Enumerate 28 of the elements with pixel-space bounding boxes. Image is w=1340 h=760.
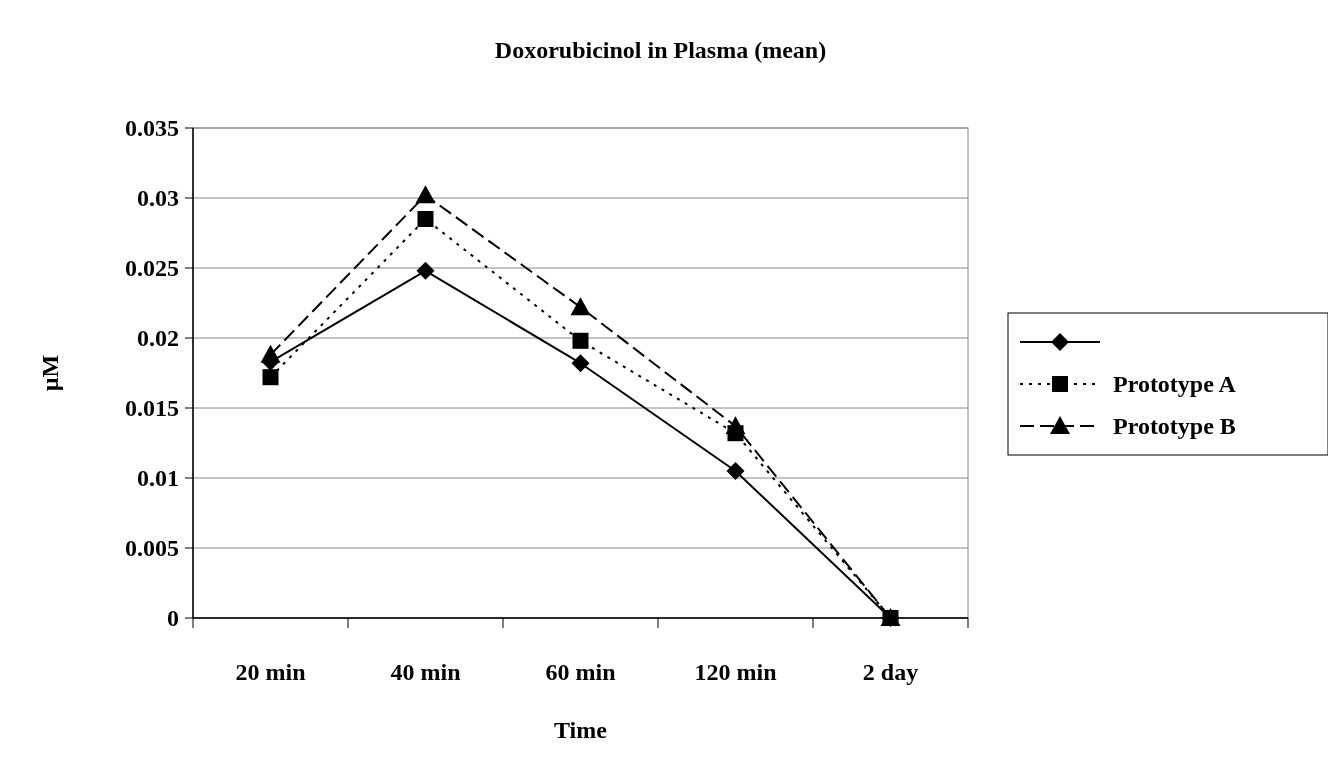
x-tick-label: 40 min [390, 659, 461, 685]
y-tick-label: 0.02 [137, 325, 179, 352]
x-tick-label: 60 min [545, 659, 616, 685]
y-tick-label: 0.025 [125, 255, 179, 282]
y-tick-label: 0.005 [125, 535, 179, 562]
y-tick-label: 0.03 [137, 185, 179, 212]
chart-title: Doxorubicinol in Plasma (mean) [494, 37, 827, 63]
point [415, 185, 436, 204]
y-tick-label: 0.035 [125, 115, 179, 142]
point [416, 261, 435, 280]
y-tick-label: 0.015 [125, 395, 179, 422]
legend-label: Prototype B [1113, 413, 1236, 440]
point [572, 332, 589, 349]
point [260, 344, 281, 363]
point [571, 354, 590, 373]
x-axis-title: Time [554, 717, 608, 743]
x-tick-label: 120 min [694, 659, 777, 685]
y-axis-title: µM [37, 354, 63, 392]
x-tick-label: 20 min [235, 659, 306, 685]
point [725, 416, 746, 435]
y-tick-label: 0 [167, 605, 179, 632]
y-tick-label: 0.01 [137, 465, 179, 492]
point [417, 211, 434, 227]
x-tick-label: 2 day [862, 659, 919, 685]
point [726, 462, 745, 480]
point [262, 369, 279, 386]
point [570, 297, 591, 316]
legend-label: Prototype A [1113, 371, 1237, 398]
